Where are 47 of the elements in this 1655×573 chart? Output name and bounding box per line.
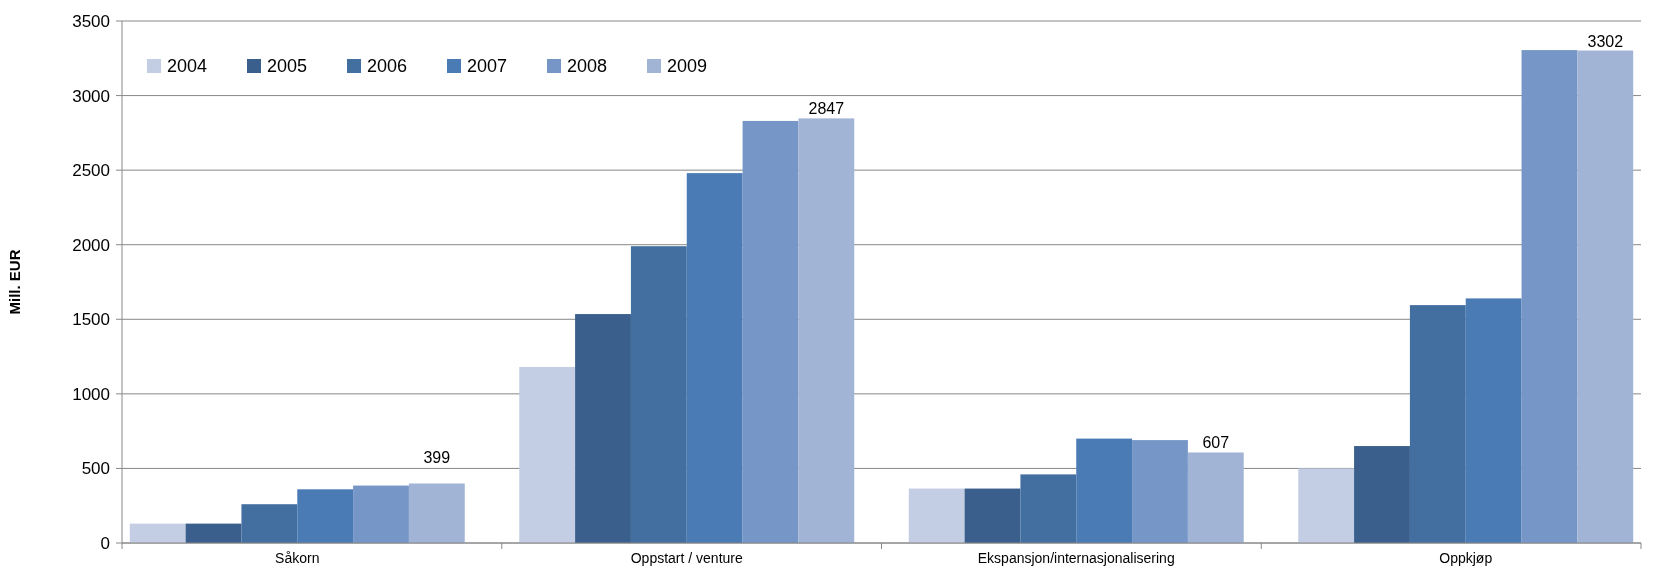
bar bbox=[908, 488, 965, 543]
data-label: 3302 bbox=[1587, 32, 1624, 50]
x-tick-label: Oppkjøp bbox=[1439, 550, 1493, 566]
bar bbox=[1577, 50, 1634, 543]
legend-label: 2008 bbox=[567, 56, 608, 77]
bar bbox=[1465, 298, 1522, 543]
y-tick-label: 1000 bbox=[72, 384, 110, 404]
bar bbox=[408, 483, 465, 543]
x-tick-label: Ekspansjon/internasjonalisering bbox=[977, 550, 1175, 566]
bar bbox=[185, 523, 242, 543]
bar bbox=[353, 485, 409, 543]
y-axis-title: Mill. EUR bbox=[6, 249, 23, 315]
data-label: 399 bbox=[423, 449, 451, 467]
y-tick-label: 0 bbox=[100, 533, 110, 553]
bar bbox=[129, 523, 186, 543]
bar bbox=[1298, 468, 1355, 543]
bar bbox=[742, 120, 799, 543]
y-tick-label: 3500 bbox=[72, 11, 110, 31]
bar bbox=[686, 173, 743, 543]
bar bbox=[519, 367, 576, 543]
bar bbox=[1076, 438, 1133, 543]
bar bbox=[798, 118, 855, 543]
legend-label: 2005 bbox=[267, 56, 308, 77]
bar bbox=[1354, 446, 1410, 543]
y-tick-label: 500 bbox=[81, 459, 110, 479]
legend-label: 2007 bbox=[467, 56, 508, 77]
legend-label: 2009 bbox=[667, 56, 708, 77]
legend-label: 2006 bbox=[367, 56, 408, 77]
y-tick-label: 2500 bbox=[72, 161, 110, 181]
data-label: 607 bbox=[1202, 434, 1230, 452]
data-label: 2847 bbox=[808, 100, 845, 118]
bar bbox=[241, 504, 298, 543]
bar bbox=[1409, 305, 1466, 543]
bar bbox=[575, 314, 631, 543]
legend-label: 2004 bbox=[167, 56, 208, 77]
bar bbox=[1132, 440, 1188, 543]
y-tick-label: 1500 bbox=[72, 310, 110, 330]
bar bbox=[1521, 50, 1578, 543]
x-tick-label: Såkorn bbox=[275, 550, 320, 566]
bar bbox=[964, 488, 1021, 543]
bar bbox=[630, 246, 687, 543]
bar bbox=[1020, 474, 1077, 543]
y-tick-label: 3000 bbox=[72, 86, 110, 106]
bar bbox=[297, 489, 354, 543]
y-tick-label: 2000 bbox=[72, 235, 110, 255]
bar bbox=[1187, 452, 1244, 543]
x-tick-label: Oppstart / venture bbox=[630, 550, 743, 566]
